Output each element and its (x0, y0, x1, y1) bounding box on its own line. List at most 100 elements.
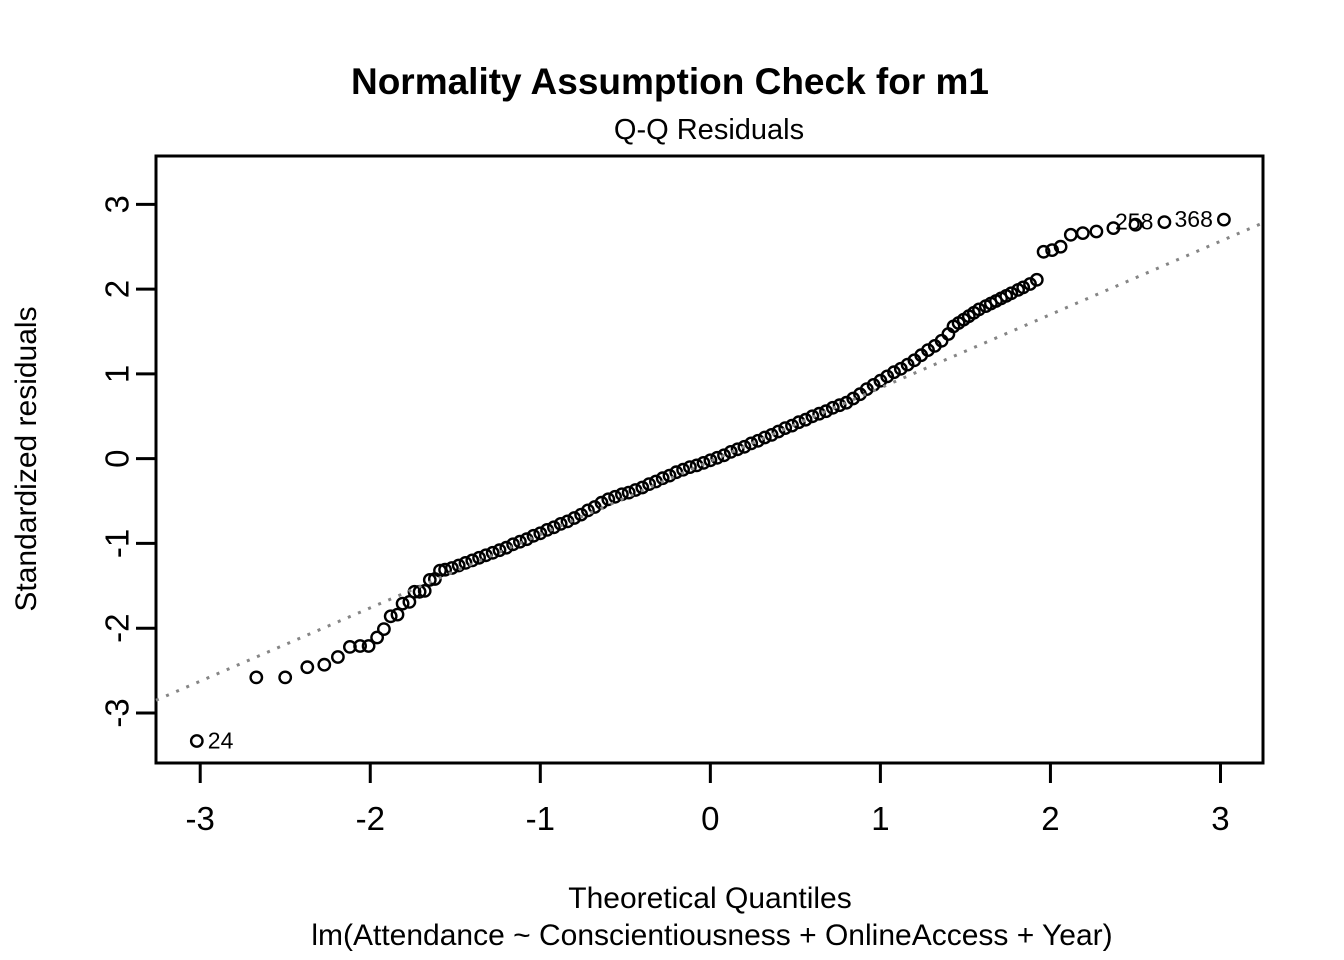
qq-reference-line (155, 221, 1264, 702)
data-point (317, 657, 332, 672)
x-axis-model-formula: lm(Attendance ~ Conscientiousness + Onli… (311, 919, 1113, 952)
data-point (662, 468, 677, 483)
data-point (526, 528, 541, 543)
x-axis-tick-label: 2 (1041, 800, 1059, 837)
data-point (1063, 227, 1078, 242)
data-point (395, 596, 410, 611)
data-point (547, 520, 561, 535)
data-point (492, 543, 507, 558)
data-point (900, 357, 915, 372)
data-point (361, 639, 376, 653)
data-point (581, 503, 595, 518)
y-axis-tick-label: 2 (99, 280, 136, 298)
data-point (300, 660, 315, 675)
data-point (1075, 226, 1090, 241)
x-axis-tick-label: -3 (186, 800, 215, 837)
data-point (717, 448, 731, 463)
data-point (1004, 286, 1019, 301)
data-point (513, 534, 527, 549)
y-axis-tick-label: 1 (99, 365, 136, 383)
data-point (472, 550, 486, 565)
data-point (771, 424, 786, 439)
data-point (642, 477, 656, 491)
data-point (621, 485, 636, 500)
data-point (1157, 215, 1172, 230)
data-point (757, 430, 772, 445)
y-axis-title: Standardized residuals (10, 306, 43, 612)
data-point (567, 511, 582, 525)
data-point (893, 361, 908, 376)
outlier-label: 258 (1115, 209, 1153, 235)
data-point (880, 369, 895, 384)
page-title: Normality Assumption Check for m1 (350, 61, 990, 102)
data-point (189, 734, 204, 748)
data-point (1089, 224, 1104, 239)
data-point (873, 373, 888, 388)
data-point (751, 433, 765, 448)
data-point (1128, 217, 1143, 232)
y-axis-tick-label: 3 (99, 195, 136, 213)
data-point (723, 444, 738, 459)
data-point (485, 545, 500, 560)
data-point (465, 553, 480, 568)
outlier-label: 368 (1175, 206, 1213, 232)
data-point (798, 412, 813, 427)
data-point (249, 670, 264, 685)
x-axis-tick-label: -2 (356, 800, 385, 837)
data-point (825, 400, 840, 415)
data-point (376, 622, 391, 636)
data-point (1016, 280, 1031, 295)
x-axis-tick-label: 1 (871, 800, 889, 837)
data-point (601, 492, 616, 507)
chart-subtitle: Q-Q Residuals (613, 114, 805, 146)
data-point (785, 418, 799, 433)
outlier-label: 24 (208, 728, 234, 754)
data-point (832, 398, 847, 413)
x-axis-tick-label: 0 (701, 800, 719, 837)
data-point (737, 439, 752, 454)
data-point (278, 670, 293, 685)
y-axis-tick-label: -2 (99, 614, 136, 643)
data-point (676, 462, 690, 477)
data-point (353, 639, 367, 653)
data-point (444, 561, 459, 575)
x-axis-title: Theoretical Quantiles (568, 882, 852, 915)
data-point (417, 584, 432, 598)
data-point (887, 365, 901, 380)
data-point (451, 558, 466, 573)
data-point (635, 480, 650, 495)
data-point (574, 507, 588, 522)
data-point (1023, 277, 1037, 291)
x-axis-tick-label: -1 (526, 800, 555, 837)
data-point (683, 460, 697, 474)
data-point (703, 453, 718, 468)
data-point (839, 395, 854, 410)
data-point (972, 302, 986, 317)
data-point (921, 343, 935, 357)
data-point (533, 526, 548, 541)
data-point (422, 573, 437, 587)
data-point (730, 442, 745, 457)
y-axis-tick-label: -3 (99, 698, 136, 727)
data-point (1036, 244, 1051, 259)
data-point (655, 471, 670, 486)
data-point (819, 404, 833, 419)
x-axis-tick-label: 3 (1211, 800, 1229, 837)
data-point (370, 630, 384, 645)
data-point (764, 427, 779, 442)
y-axis-tick-label: 0 (99, 449, 136, 467)
data-point (805, 409, 820, 424)
data-point (1045, 243, 1060, 258)
data-point (1053, 239, 1068, 254)
data-point (458, 556, 473, 570)
data-point (1029, 272, 1044, 287)
data-point (778, 421, 793, 435)
y-axis-tick-label: -1 (99, 529, 136, 558)
data-point (1217, 212, 1231, 227)
data-point (710, 450, 725, 465)
data-point (553, 517, 568, 531)
data-point (846, 391, 861, 406)
data-point (608, 489, 622, 504)
data-point (1106, 221, 1121, 236)
